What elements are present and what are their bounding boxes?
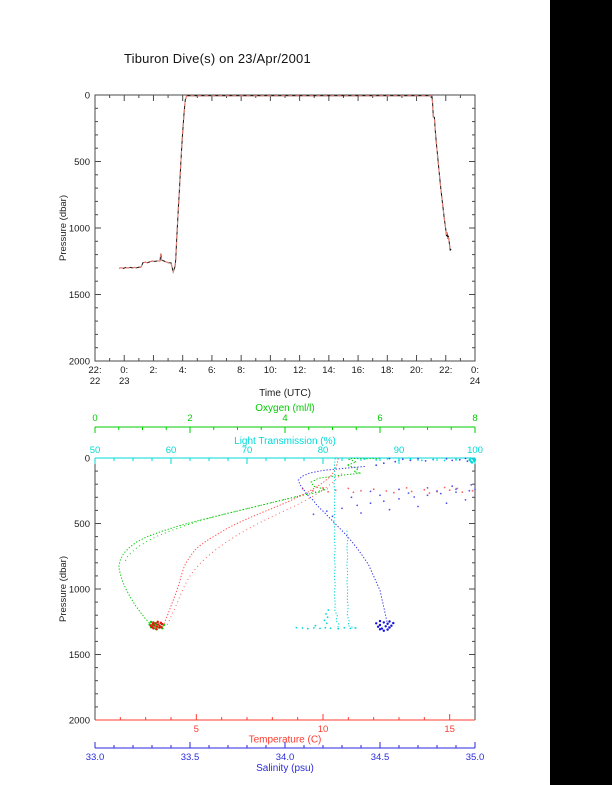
svg-text:22: 22	[90, 376, 101, 387]
svg-text:0: 0	[85, 454, 90, 465]
svg-text:34.5: 34.5	[371, 752, 390, 763]
svg-text:Pressure (dbar): Pressure (dbar)	[58, 195, 69, 261]
svg-text:Pressure (dbar): Pressure (dbar)	[58, 556, 69, 622]
svg-text:2000: 2000	[69, 357, 90, 368]
svg-text:6:: 6:	[208, 365, 216, 376]
salinity-axis: 33.0 33.5 34.0 34.5 35.0 Salinity (psu)	[86, 742, 485, 774]
svg-text:0:: 0:	[471, 365, 479, 376]
series-oxygen-upcast	[124, 488, 328, 564]
pressure-axis-bottom-plot: 0 500 1000 1500 2000 Pressure (dbar)	[58, 454, 476, 727]
series-light-downcast	[333, 458, 340, 629]
svg-text:500: 500	[74, 157, 90, 168]
svg-text:Salinity (psu): Salinity (psu)	[256, 763, 314, 774]
top-plot: 22:220:232: 4: 6: 8: 10: 12: 14: 16: 18: 20: 22: 0:…	[58, 91, 480, 400]
series-light-upcast	[346, 530, 358, 630]
svg-text:8:: 8:	[237, 365, 245, 376]
series-temperature-bottom-cluster	[149, 620, 164, 631]
svg-text:22:: 22:	[439, 365, 452, 376]
svg-text:34.0: 34.0	[276, 752, 295, 763]
svg-text:5: 5	[194, 724, 199, 735]
plot-paper	[0, 0, 550, 785]
svg-text:23: 23	[119, 376, 130, 387]
svg-text:1000: 1000	[69, 224, 90, 235]
svg-text:50: 50	[90, 445, 101, 456]
svg-text:10: 10	[318, 724, 329, 735]
svg-text:12:: 12:	[293, 365, 306, 376]
svg-text:4:: 4:	[179, 365, 187, 376]
svg-text:15: 15	[444, 724, 455, 735]
series-temperature-downcast	[162, 458, 339, 627]
svg-text:33.5: 33.5	[181, 752, 200, 763]
svg-text:Temperature (C): Temperature (C)	[249, 735, 322, 746]
series-oxygen-downcast	[118, 457, 381, 630]
svg-text:0: 0	[85, 91, 90, 102]
svg-text:10:: 10:	[264, 365, 277, 376]
svg-text:22:: 22:	[88, 365, 101, 376]
dive-profile-overlay	[119, 95, 452, 274]
svg-text:80: 80	[318, 445, 329, 456]
svg-text:4: 4	[282, 413, 287, 424]
series-salinity-downcast	[297, 466, 390, 629]
dive-profile-line	[119, 95, 452, 274]
svg-text:20:: 20:	[410, 365, 423, 376]
svg-text:14:: 14:	[322, 365, 335, 376]
svg-text:1000: 1000	[69, 585, 90, 596]
svg-text:Time (UTC): Time (UTC)	[259, 388, 311, 399]
series-light-surface-cluster	[468, 457, 477, 464]
top-plot-frame	[94, 94, 476, 362]
svg-text:500: 500	[74, 519, 90, 530]
svg-text:Oxygen (ml/l): Oxygen (ml/l)	[255, 403, 314, 414]
oxygen-axis: 0 2 4 6 8 Oxygen (ml/l)	[92, 403, 478, 433]
series-salinity-surface-scatter	[375, 457, 476, 467]
svg-text:33.0: 33.0	[86, 752, 105, 763]
series-light-surface-scatter	[363, 457, 457, 462]
series-temperature-upcast	[165, 473, 343, 628]
svg-text:1500: 1500	[69, 290, 90, 301]
svg-text:24: 24	[470, 376, 481, 387]
series-temperature-transit-scatter	[301, 486, 474, 494]
chart-title: Tiburon Dive(s) on 23/Apr/2001	[124, 51, 311, 66]
svg-text:18:: 18:	[381, 365, 394, 376]
svg-text:1500: 1500	[69, 650, 90, 661]
svg-text:60: 60	[166, 445, 177, 456]
svg-text:6: 6	[377, 413, 382, 424]
series-salinity-transit-scatter	[312, 484, 476, 518]
pressure-axis-top-plot: 0 500 1000 1500 2000 Pressure (dbar)	[58, 91, 475, 368]
svg-text:2: 2	[187, 413, 192, 424]
series-light-bottom-scatter	[295, 609, 357, 630]
svg-text:100: 100	[467, 445, 483, 456]
light-transmission-axis: 50 60 70 80 90 100 Light Transmission (%)	[90, 436, 483, 464]
svg-text:8: 8	[472, 413, 477, 424]
svg-text:0:: 0:	[120, 365, 128, 376]
svg-text:2:: 2:	[149, 365, 157, 376]
svg-text:0: 0	[92, 413, 97, 424]
svg-text:90: 90	[394, 445, 405, 456]
plots-canvas: 22:220:232: 4: 6: 8: 10: 12: 14: 16: 18: 20: 22: 0:…	[58, 91, 484, 775]
letterbox-right	[550, 0, 612, 785]
svg-text:Light Transmission (%): Light Transmission (%)	[234, 436, 336, 447]
svg-text:35.0: 35.0	[466, 752, 485, 763]
temperature-axis: 5 10 15 Temperature (C)	[95, 714, 475, 746]
svg-text:2000: 2000	[69, 716, 90, 727]
svg-text:70: 70	[242, 445, 253, 456]
bottom-plot: 0 500 1000 1500 2000 Pressure (dbar) 0 2 4 6 8 Oxyg…	[58, 403, 484, 774]
svg-text:16:: 16:	[351, 365, 364, 376]
series-salinity-bottom-cluster	[375, 619, 395, 632]
time-axis: 22:220:232: 4: 6: 8: 10: 12: 14: 16: 18: 20: 22: 0:…	[88, 95, 480, 399]
